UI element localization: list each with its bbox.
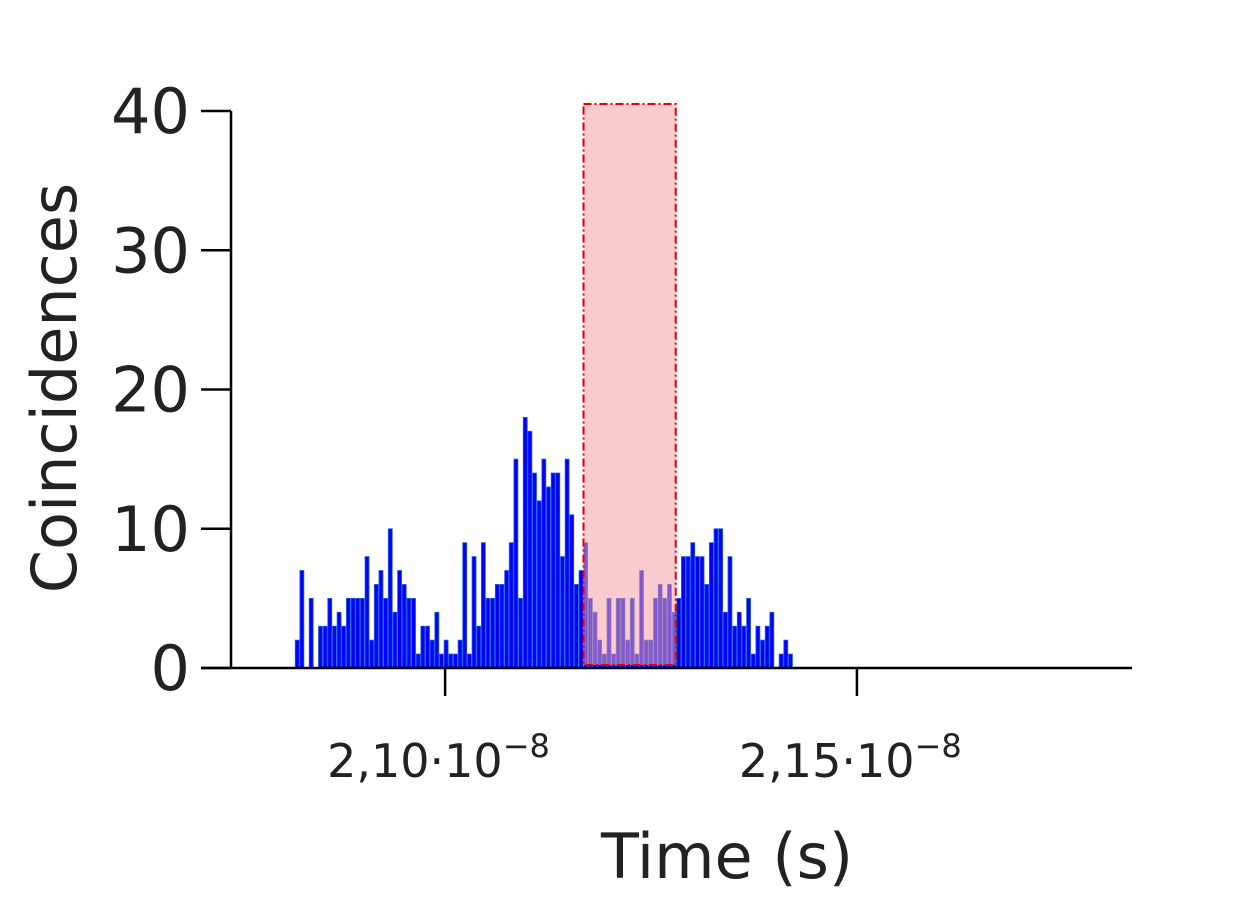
histogram-bar <box>434 611 440 669</box>
histogram-bar <box>378 570 384 669</box>
histogram-bar <box>722 611 728 669</box>
histogram-bar <box>727 556 733 669</box>
y-axis-label: Coincidences <box>18 183 91 593</box>
bars-group <box>294 416 793 669</box>
histogram-bar <box>699 556 705 669</box>
histogram-bar <box>294 639 300 669</box>
histogram-bar <box>397 570 402 669</box>
histogram-bar <box>574 584 579 669</box>
histogram-bar <box>439 653 444 669</box>
histogram-bar <box>383 597 388 669</box>
histogram-bar <box>336 611 342 669</box>
x-tick-label: 2,10·10−8 <box>327 727 550 788</box>
histogram-bar <box>318 625 323 669</box>
histogram-bar <box>695 556 700 669</box>
histogram-bar <box>713 528 719 669</box>
coincidence-window-highlight <box>582 103 677 667</box>
histogram-bar <box>783 639 789 669</box>
y-tick-label: 30 <box>111 214 190 287</box>
histogram-bar <box>560 556 565 669</box>
histogram-bar <box>778 653 784 669</box>
histogram-bar <box>387 528 393 669</box>
y-tick-label: 10 <box>111 493 190 566</box>
histogram-bar <box>704 584 710 669</box>
y-tick-label: 20 <box>111 354 190 427</box>
histogram-bar <box>541 458 547 669</box>
tick-labels-group: 0 10 20 30 40 2,10·10−8 2,15·10−8 <box>111 75 962 788</box>
histogram-bar <box>308 597 314 669</box>
histogram-bar <box>425 625 430 669</box>
histogram-bar <box>769 611 775 669</box>
histogram-bar <box>341 625 347 669</box>
x-tick-label: 2,15·10−8 <box>739 727 962 788</box>
histogram-bar <box>364 556 370 669</box>
histogram-bar <box>401 584 407 669</box>
histogram-bar <box>522 416 528 669</box>
y-tick-label: 40 <box>111 75 190 148</box>
axes-group <box>201 109 1132 696</box>
histogram-bar <box>736 611 742 669</box>
histogram-bar <box>346 597 351 669</box>
histogram-bar <box>555 472 561 669</box>
histogram-bar <box>490 597 496 669</box>
histogram-bar <box>527 430 533 669</box>
histogram-bar <box>732 625 737 669</box>
histogram-bar <box>369 639 375 669</box>
histogram-bar <box>564 458 570 669</box>
histogram-bar <box>508 542 514 669</box>
histogram-bar <box>350 597 356 669</box>
histogram-bar <box>504 570 509 669</box>
histogram-bar <box>462 542 468 669</box>
x-axis-label: Time (s) <box>600 820 853 893</box>
histogram-bar <box>355 597 361 669</box>
histogram-bar <box>750 653 756 669</box>
histogram-bar <box>327 597 333 669</box>
histogram-bar <box>499 584 505 669</box>
histogram-bar <box>685 556 691 669</box>
histogram-bar <box>420 625 426 669</box>
histogram-bar <box>359 597 365 669</box>
histogram-bar <box>569 514 575 669</box>
histogram-bar <box>741 625 747 669</box>
histogram-bar <box>764 625 770 669</box>
histogram-bar <box>476 625 482 669</box>
histogram-bar <box>406 597 412 669</box>
histogram-bar <box>690 542 696 669</box>
histogram-bar <box>550 472 556 669</box>
histogram-bar <box>480 542 486 669</box>
histogram-bar <box>373 584 379 669</box>
histogram-bar <box>578 570 584 669</box>
histogram-bar <box>448 653 454 669</box>
histogram-bar <box>546 486 551 669</box>
histogram-bar <box>760 639 765 669</box>
histogram-bar <box>485 597 491 669</box>
histogram-bar <box>392 611 398 669</box>
histogram-bar <box>457 639 463 669</box>
histogram-bar <box>467 653 472 669</box>
histogram-bar <box>708 542 714 669</box>
histogram-bar <box>536 500 542 669</box>
histogram-bar <box>788 653 793 669</box>
histogram-bar <box>443 639 449 669</box>
histogram-bar <box>322 625 328 669</box>
histogram-bar <box>415 653 421 669</box>
histogram-bar <box>494 584 500 669</box>
histogram-bar <box>299 570 305 669</box>
histogram-bar <box>518 597 523 669</box>
histogram-bar <box>471 556 477 669</box>
histogram-bar <box>681 556 686 669</box>
histogram-bar <box>718 528 724 669</box>
histogram-bar <box>676 597 682 669</box>
histogram-bar <box>755 625 761 669</box>
histogram-bar <box>513 458 519 669</box>
histogram-bar <box>532 472 537 669</box>
histogram-bar <box>453 653 458 669</box>
histogram-bar <box>332 625 337 669</box>
histogram-bar <box>746 597 751 669</box>
histogram-bar <box>429 639 435 669</box>
histogram-bar <box>411 597 416 669</box>
y-tick-label: 0 <box>151 632 190 705</box>
